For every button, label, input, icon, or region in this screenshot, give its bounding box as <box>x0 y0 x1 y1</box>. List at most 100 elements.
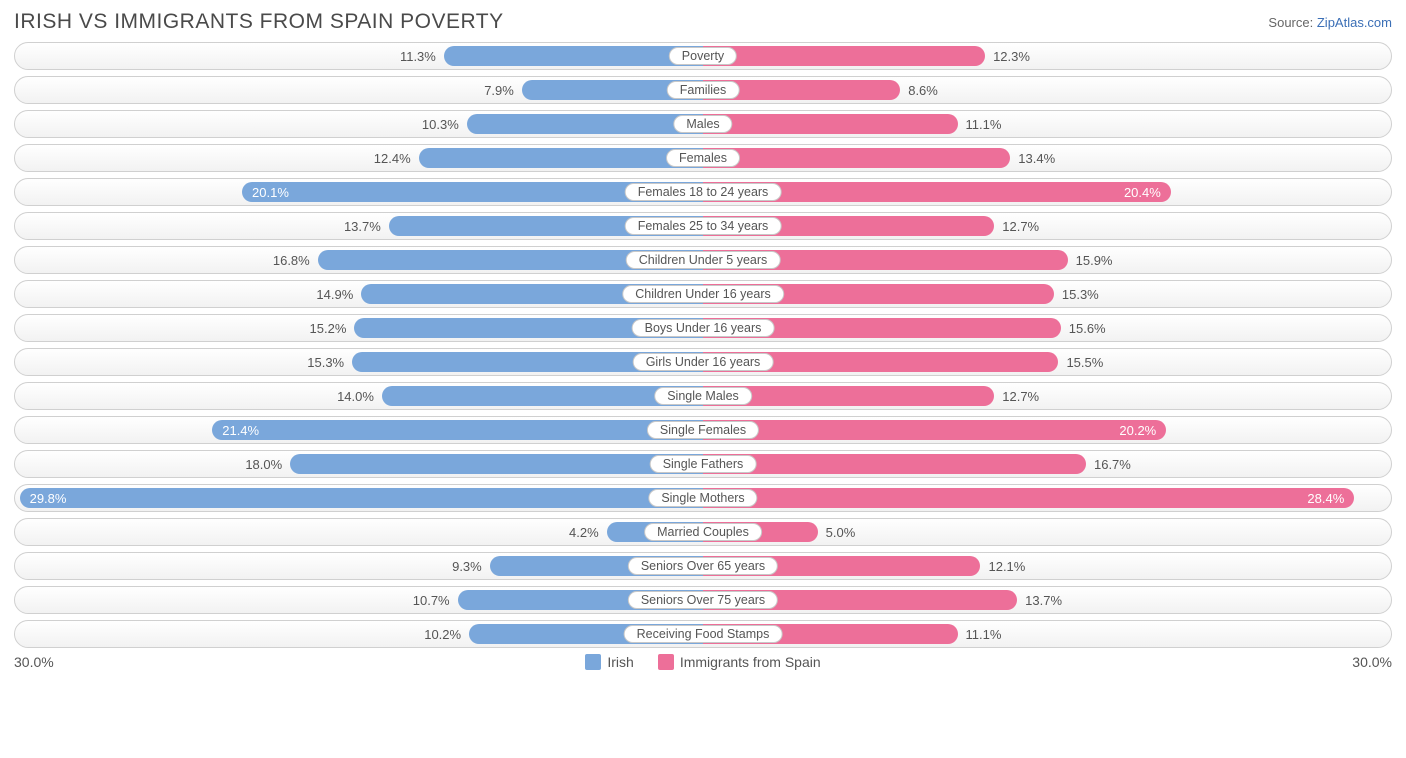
bar-left-value: 18.0% <box>237 457 290 472</box>
bar-left-value: 14.9% <box>308 287 361 302</box>
chart-row: 11.3%12.3%Poverty <box>14 42 1392 70</box>
row-left-half: 10.7% <box>15 587 703 613</box>
chart-row: 10.3% 11.1% Males <box>14 110 1392 138</box>
row-right-half: 28.4% <box>703 485 1391 511</box>
source-label: Source: <box>1268 15 1313 30</box>
bar-right-value: 13.4% <box>1010 151 1063 166</box>
bar-left-value: 11.3% <box>392 49 444 64</box>
row-left-half: 4.2% <box>15 519 703 545</box>
row-right-half: 16.7% <box>703 451 1391 477</box>
bar-right-value: 16.7% <box>1086 457 1139 472</box>
bar-right-value: 12.7% <box>994 389 1047 404</box>
legend-swatch-left <box>585 654 601 670</box>
row-left-half: 9.3% <box>15 553 703 579</box>
row-left-half: 13.7% <box>15 213 703 239</box>
chart-header: IRISH VS IMMIGRANTS FROM SPAIN POVERTY S… <box>14 10 1392 34</box>
chart-legend: Irish Immigrants from Spain <box>585 654 820 670</box>
row-left-half: 29.8% <box>15 485 703 511</box>
bar-right-value: 12.3% <box>985 49 1038 64</box>
bar-right-value: 15.3% <box>1054 287 1107 302</box>
category-label: Children Under 16 years <box>622 285 784 303</box>
row-left-half: 21.4% <box>15 417 703 443</box>
bar-left <box>419 148 703 168</box>
bar-right-value: 13.7% <box>1017 593 1070 608</box>
category-label: Girls Under 16 years <box>633 353 774 371</box>
row-left-half: 15.2% <box>15 315 703 341</box>
chart-row: 14.0% 12.7% Single Males <box>14 382 1392 410</box>
axis-left-max: 30.0% <box>14 654 94 670</box>
category-label: Married Couples <box>644 523 762 541</box>
bar-right-value: 11.1% <box>958 117 1010 132</box>
row-right-half: 20.4% <box>703 179 1391 205</box>
bar-left <box>290 454 703 474</box>
bar-right-value: 11.1% <box>958 627 1010 642</box>
row-left-half: 14.9% <box>15 281 703 307</box>
row-right-half: 15.5% <box>703 349 1391 375</box>
bar-right-value: 8.6% <box>900 83 946 98</box>
chart-row: 7.9% 8.6% Families <box>14 76 1392 104</box>
legend-label-right: Immigrants from Spain <box>680 654 821 670</box>
category-label: Families <box>667 81 740 99</box>
bar-right <box>703 46 985 66</box>
bar-right <box>703 114 958 134</box>
bar-left-value: 21.4% <box>212 420 703 440</box>
bar-right <box>703 454 1086 474</box>
row-left-half: 10.3% <box>15 111 703 137</box>
category-label: Females <box>666 149 740 167</box>
row-left-half: 12.4% <box>15 145 703 171</box>
bar-right-value: 12.7% <box>994 219 1047 234</box>
chart-row: 13.7% 12.7% Females 25 to 34 years <box>14 212 1392 240</box>
bar-right-value: 5.0% <box>818 525 864 540</box>
bar-left-value: 29.8% <box>20 488 703 508</box>
legend-item-right: Immigrants from Spain <box>658 654 821 670</box>
bar-left-value: 12.4% <box>366 151 419 166</box>
bar-left-value: 7.9% <box>476 83 522 98</box>
bar-right-value: 15.5% <box>1058 355 1111 370</box>
row-right-half: 8.6% <box>703 77 1391 103</box>
chart-row: 12.4% 13.4% Females <box>14 144 1392 172</box>
axis-right-max: 30.0% <box>1312 654 1392 670</box>
source-link[interactable]: ZipAtlas.com <box>1317 15 1392 30</box>
row-right-half: 12.7% <box>703 213 1391 239</box>
row-right-half: 5.0% <box>703 519 1391 545</box>
chart-title: IRISH VS IMMIGRANTS FROM SPAIN POVERTY <box>14 10 504 34</box>
chart-row: 15.3% 15.5% Girls Under 16 years <box>14 348 1392 376</box>
category-label: Single Males <box>654 387 752 405</box>
category-label: Children Under 5 years <box>626 251 781 269</box>
chart-axis: 30.0% Irish Immigrants from Spain 30.0% <box>14 654 1392 670</box>
chart-row: 16.8%15.9%Children Under 5 years <box>14 246 1392 274</box>
bar-left-value: 10.7% <box>405 593 458 608</box>
category-label: Seniors Over 75 years <box>628 591 778 609</box>
bar-right-value: 12.1% <box>980 559 1033 574</box>
category-label: Females 25 to 34 years <box>625 217 782 235</box>
bar-left <box>444 46 703 66</box>
bar-left-value: 10.3% <box>414 117 467 132</box>
row-right-half: 11.1% <box>703 111 1391 137</box>
row-right-half: 15.6% <box>703 315 1391 341</box>
bar-left-value: 9.3% <box>444 559 490 574</box>
legend-label-left: Irish <box>607 654 633 670</box>
category-label: Females 18 to 24 years <box>625 183 782 201</box>
row-right-half: 12.7% <box>703 383 1391 409</box>
row-right-half: 12.3% <box>703 43 1391 69</box>
row-right-half: 15.9% <box>703 247 1391 273</box>
bar-left-value: 4.2% <box>561 525 607 540</box>
category-label: Seniors Over 65 years <box>628 557 778 575</box>
category-label: Males <box>673 115 732 133</box>
chart-row: 21.4%20.2%Single Females <box>14 416 1392 444</box>
bar-left-value: 14.0% <box>329 389 382 404</box>
row-left-half: 15.3% <box>15 349 703 375</box>
row-left-half: 11.3% <box>15 43 703 69</box>
category-label: Receiving Food Stamps <box>624 625 783 643</box>
row-left-half: 18.0% <box>15 451 703 477</box>
row-left-half: 7.9% <box>15 77 703 103</box>
category-label: Single Fathers <box>650 455 757 473</box>
bar-right-value: 20.2% <box>703 420 1166 440</box>
category-label: Single Mothers <box>648 489 757 507</box>
row-left-half: 14.0% <box>15 383 703 409</box>
chart-row: 10.7% 13.7% Seniors Over 75 years <box>14 586 1392 614</box>
row-left-half: 20.1% <box>15 179 703 205</box>
row-right-half: 11.1% <box>703 621 1391 647</box>
bar-right <box>703 148 1010 168</box>
row-right-half: 15.3% <box>703 281 1391 307</box>
